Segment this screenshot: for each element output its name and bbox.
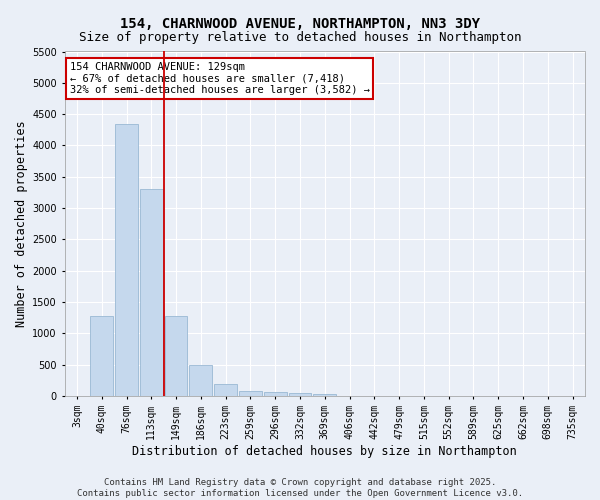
Bar (91, 316, 113, 396)
Text: Size of property relative to detached houses in Northampton: Size of property relative to detached ho… (79, 31, 521, 44)
Bar (164, 316, 187, 396)
Bar (239, 392, 262, 396)
Text: 154 CHARNWOOD AVENUE: 129sqm
← 67% of detached houses are smaller (7,418)
32% of: 154 CHARNWOOD AVENUE: 129sqm ← 67% of de… (70, 62, 370, 95)
Bar (313, 394, 336, 396)
Y-axis label: Number of detached properties: Number of detached properties (15, 120, 28, 327)
Text: Contains HM Land Registry data © Crown copyright and database right 2025.
Contai: Contains HM Land Registry data © Crown c… (77, 478, 523, 498)
Bar (115, 124, 138, 396)
Bar (190, 366, 212, 396)
Bar (264, 392, 287, 396)
X-axis label: Distribution of detached houses by size in Northampton: Distribution of detached houses by size … (133, 444, 517, 458)
Bar (289, 393, 311, 396)
Bar (214, 384, 237, 396)
Bar (140, 190, 163, 396)
Text: 154, CHARNWOOD AVENUE, NORTHAMPTON, NN3 3DY: 154, CHARNWOOD AVENUE, NORTHAMPTON, NN3 … (120, 18, 480, 32)
